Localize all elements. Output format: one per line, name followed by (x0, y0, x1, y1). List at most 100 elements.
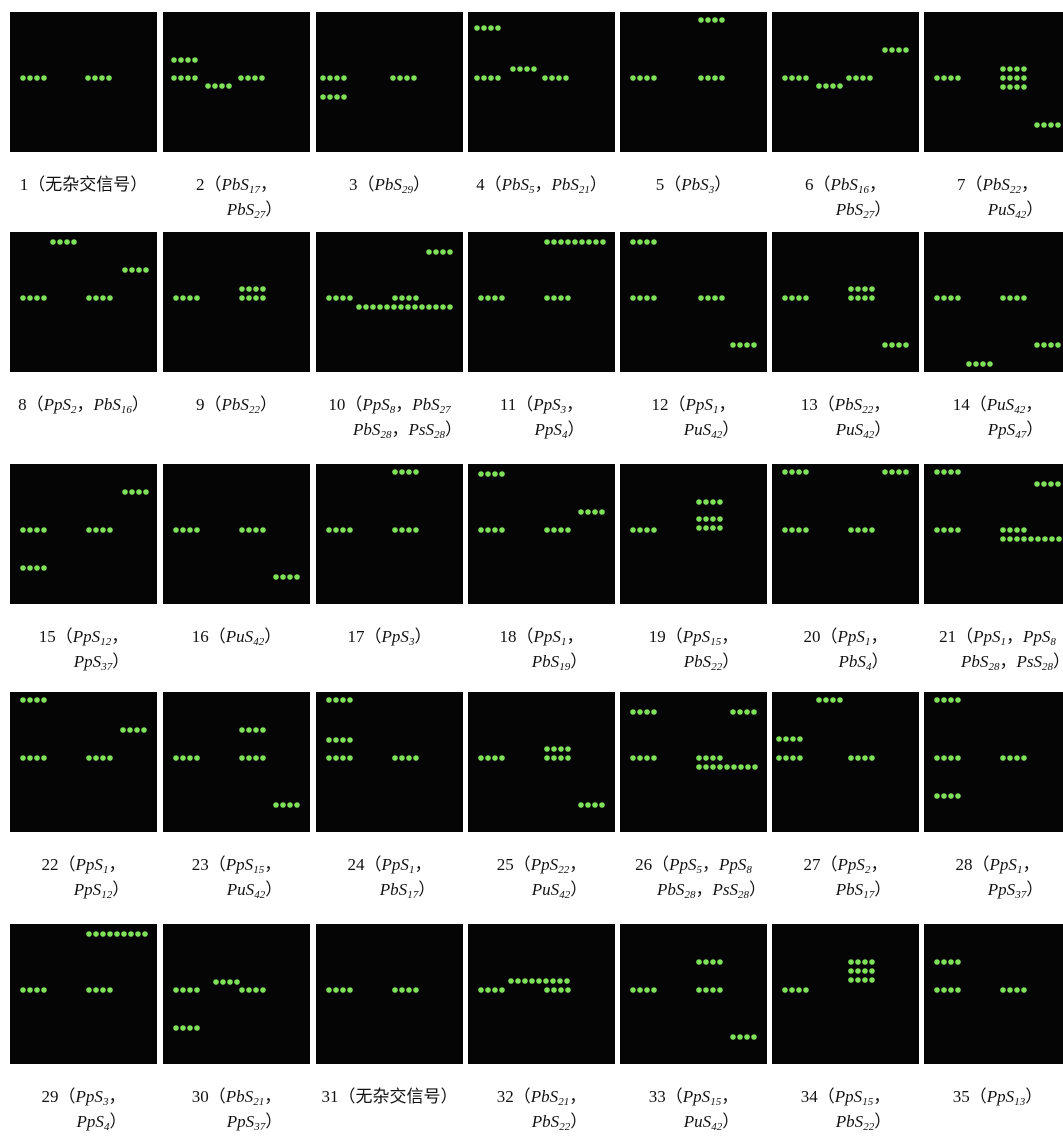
spot (934, 527, 940, 533)
spot (558, 295, 564, 301)
spot (333, 527, 339, 533)
spot (86, 295, 92, 301)
spot (536, 978, 542, 984)
spot (896, 47, 902, 53)
spot (107, 755, 113, 761)
probe-name: PpS (682, 627, 711, 646)
spot (710, 764, 716, 770)
spot (1048, 122, 1054, 128)
spot (426, 249, 432, 255)
spot (593, 239, 599, 245)
panel: 3（PbS29） (316, 12, 463, 196)
caption-text: 32（ (497, 1087, 531, 1106)
spot (143, 489, 149, 495)
spot (106, 75, 112, 81)
spot (896, 342, 902, 348)
spot (644, 755, 650, 761)
spot (1056, 536, 1062, 542)
caption-line: PbS17） (379, 880, 435, 901)
probe-subscript: 22 (558, 864, 570, 876)
caption-text: ） (112, 652, 129, 671)
spot (637, 527, 643, 533)
spot (363, 304, 369, 310)
spot (411, 75, 417, 81)
spot (848, 286, 854, 292)
caption-line: 9（PbS22） (196, 395, 277, 416)
spot (551, 295, 557, 301)
spot (34, 527, 40, 533)
panel: 22（PpS1，PpS12） (10, 692, 157, 901)
spot (782, 469, 788, 475)
probe-name: PpS (73, 652, 102, 671)
spot (955, 469, 961, 475)
spot (253, 527, 259, 533)
caption-text: ， (566, 627, 583, 646)
spot (34, 755, 40, 761)
caption-text: 25（ (497, 855, 531, 874)
array-image (620, 924, 767, 1064)
spot (1021, 755, 1027, 761)
panel: 8（PpS2，PbS16） (10, 232, 157, 416)
spot (544, 755, 550, 761)
spot (869, 295, 875, 301)
probe-subscript: 15 (710, 1096, 722, 1108)
spot (934, 959, 940, 965)
array-image (10, 464, 157, 604)
spot (934, 987, 940, 993)
spot (717, 987, 723, 993)
probe-name: PpS (837, 855, 866, 874)
caption-line: PbS28，PsS28） (960, 652, 1063, 673)
spot (644, 709, 650, 715)
spot (637, 295, 643, 301)
spot (830, 83, 836, 89)
spot (27, 565, 33, 571)
spot (710, 987, 716, 993)
spot (717, 516, 723, 522)
spot (180, 527, 186, 533)
spot (245, 75, 251, 81)
caption-text: ， (869, 175, 886, 194)
spot (592, 802, 598, 808)
caption-line: 28（PpS1， (956, 855, 1040, 876)
caption-text: ） (1026, 420, 1043, 439)
probe-name: PsS (711, 880, 738, 899)
spot (549, 75, 555, 81)
spot (485, 755, 491, 761)
spot (855, 286, 861, 292)
spot (703, 516, 709, 522)
caption-text: ， (873, 1087, 890, 1106)
spot (948, 527, 954, 533)
probe-name: PbS (835, 200, 864, 219)
caption-text: 35（ (953, 1087, 987, 1106)
spot (1042, 536, 1048, 542)
spot (185, 75, 191, 81)
probe-name: PuS (683, 420, 712, 439)
spot (34, 295, 40, 301)
caption-text: ） (132, 395, 149, 414)
spot (1041, 481, 1047, 487)
spot (327, 94, 333, 100)
probe-subscript: 22 (1010, 184, 1022, 196)
probe-subscript: 22 (559, 1121, 571, 1133)
spot (1007, 84, 1013, 90)
spot (212, 83, 218, 89)
spot (823, 83, 829, 89)
spot (347, 697, 353, 703)
spot (644, 239, 650, 245)
spot (987, 361, 993, 367)
spot (136, 489, 142, 495)
spot (600, 239, 606, 245)
probe-subscript: 28 (988, 661, 1000, 673)
spot (510, 66, 516, 72)
caption-text: ， (391, 420, 408, 439)
spot (280, 574, 286, 580)
probe-subscript: 28 (684, 889, 696, 901)
spot (789, 527, 795, 533)
spot (334, 94, 340, 100)
spot (100, 755, 106, 761)
array-image (316, 924, 463, 1064)
spot (703, 987, 709, 993)
spot (370, 304, 376, 310)
spot (1007, 536, 1013, 542)
spot (637, 239, 643, 245)
